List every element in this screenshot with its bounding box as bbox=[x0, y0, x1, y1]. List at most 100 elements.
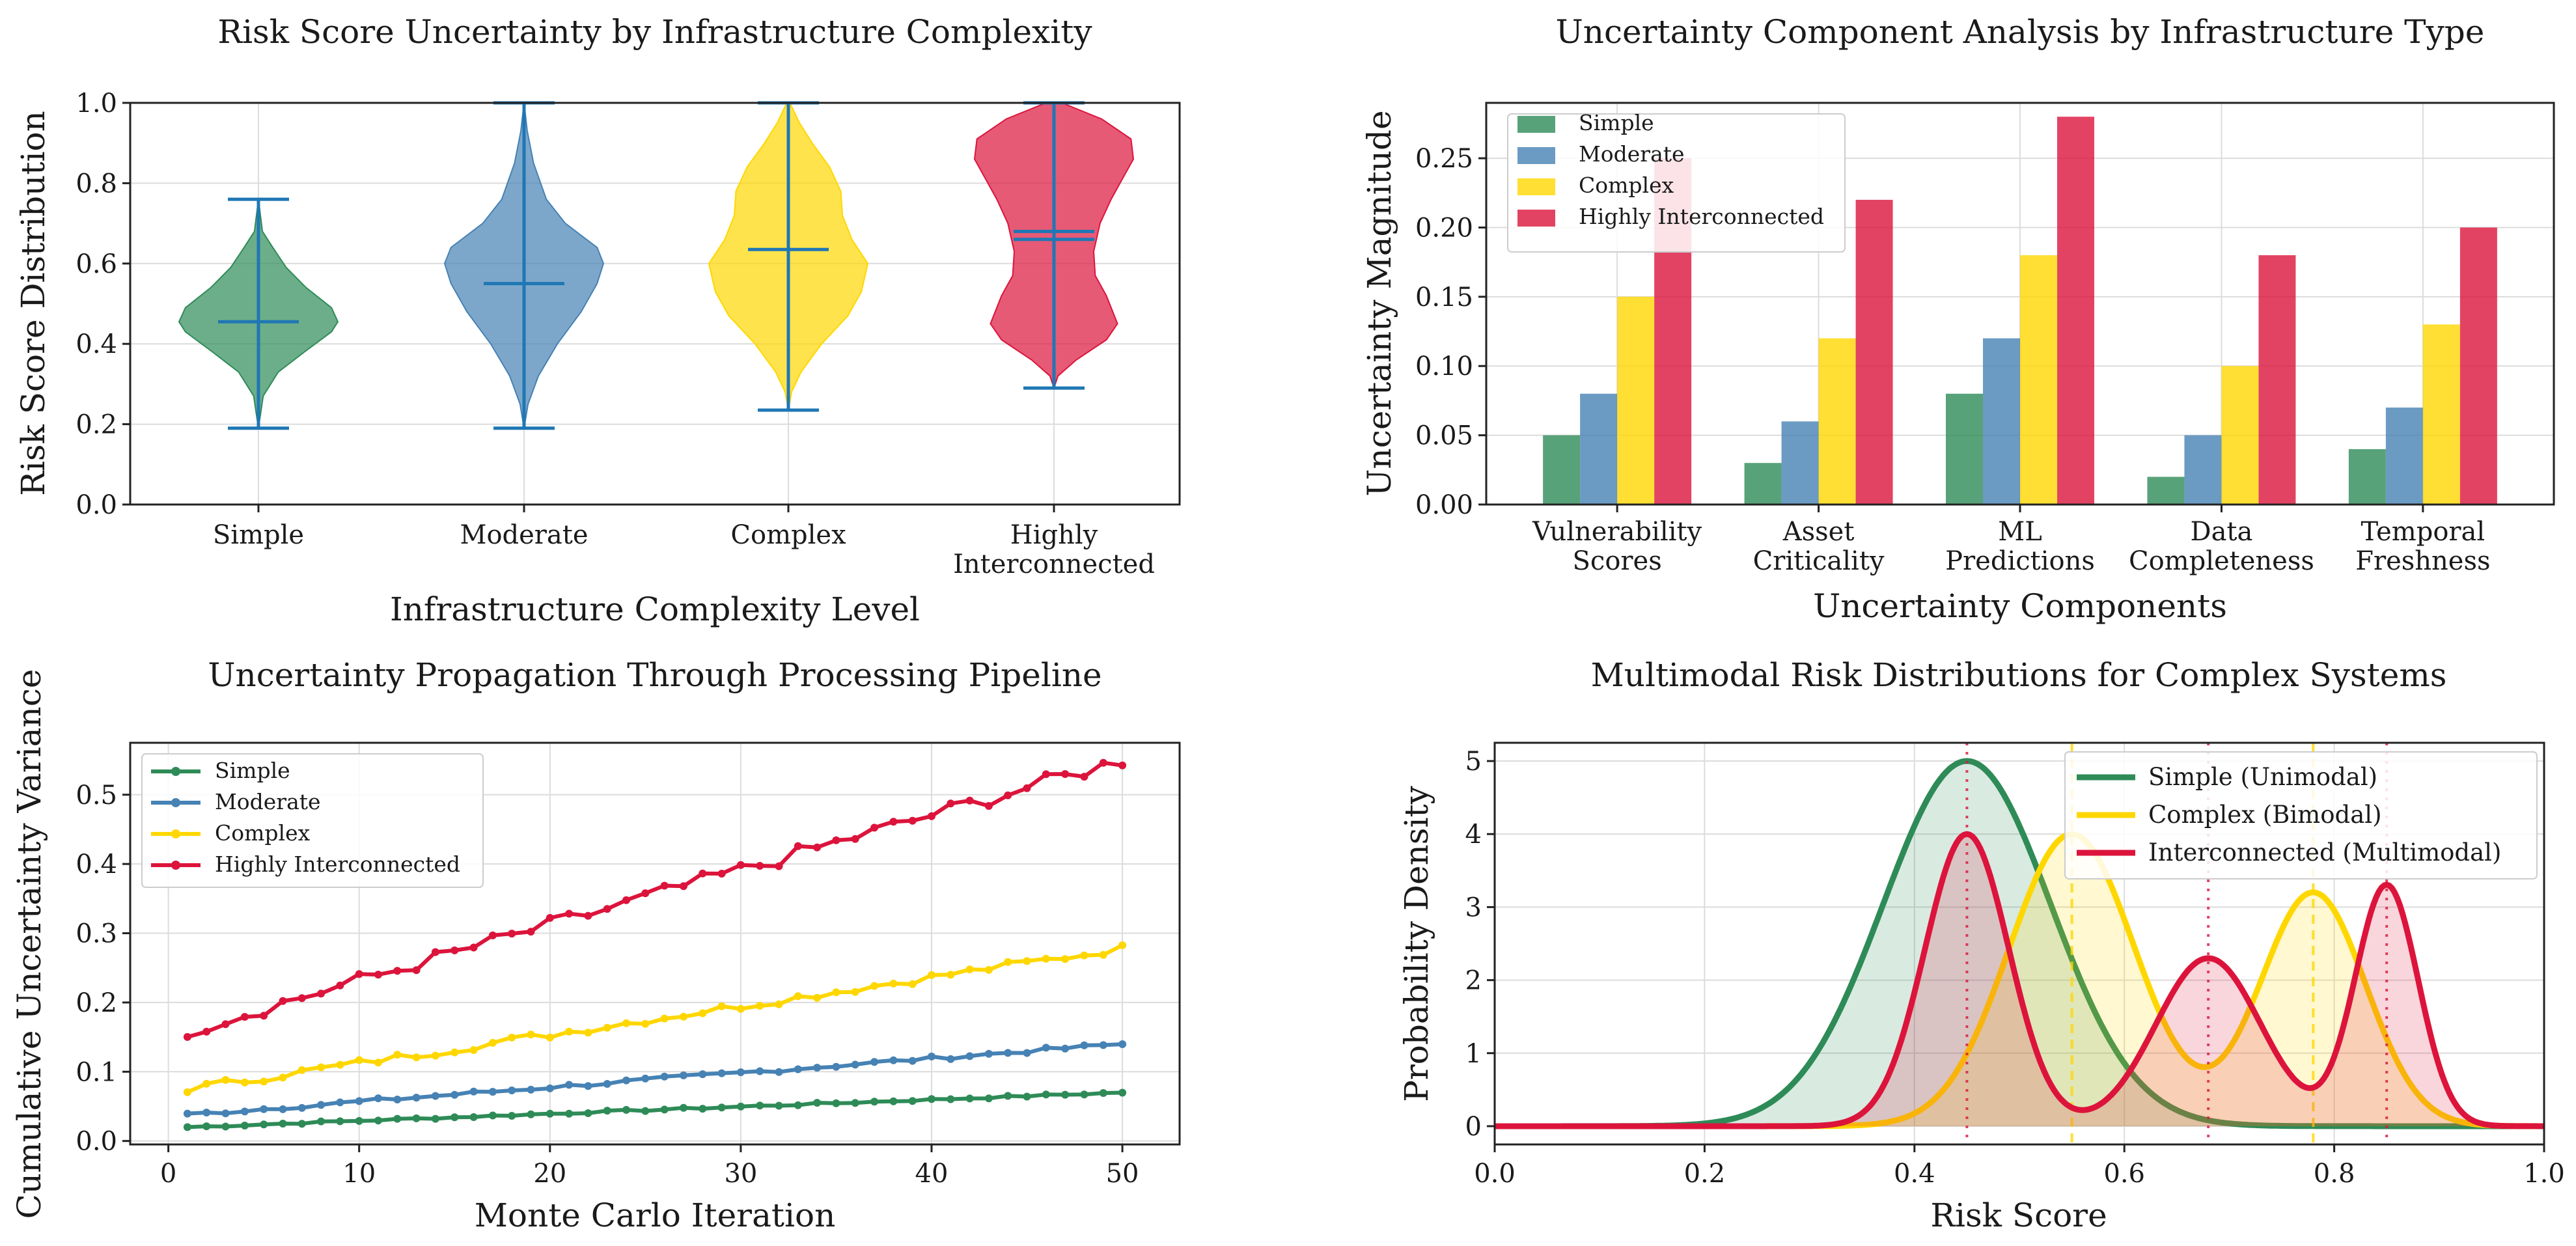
propagation-point-complex bbox=[450, 1048, 459, 1057]
bar-simple bbox=[1946, 393, 1983, 505]
bar-xlabel: Uncertainty Components bbox=[1813, 587, 2227, 625]
propagation-point-moderate bbox=[221, 1109, 230, 1118]
bar-panel: Uncertainty Component Analysis by Infras… bbox=[1361, 13, 2555, 625]
bar-title: Uncertainty Component Analysis by Infras… bbox=[1556, 13, 2485, 51]
propagation-point-highly-interconnected bbox=[565, 909, 574, 918]
propagation-point-highly-interconnected bbox=[965, 796, 974, 805]
propagation-point-simple bbox=[546, 1109, 554, 1118]
propagation-point-simple bbox=[508, 1112, 516, 1120]
propagation-point-moderate bbox=[1099, 1041, 1107, 1049]
density-xtick-label: 0.0 bbox=[1474, 1159, 1516, 1189]
propagation-point-highly-interconnected bbox=[832, 836, 840, 844]
propagation-point-complex bbox=[336, 1060, 344, 1069]
violin-xtick-label: Simple bbox=[213, 520, 304, 550]
bar-xtick-line: Criticality bbox=[1753, 546, 1885, 576]
propagation-point-simple bbox=[298, 1120, 306, 1128]
bar-xtick-label: Asset Criticality bbox=[1753, 517, 1885, 576]
bar-ytick-label: 0.00 bbox=[1415, 490, 1473, 520]
propagation-point-moderate bbox=[641, 1074, 650, 1083]
density-xtick-label: 0.4 bbox=[1894, 1159, 1935, 1189]
propagation-point-simple bbox=[183, 1123, 191, 1131]
propagation-point-simple bbox=[412, 1114, 421, 1122]
propagation-point-complex bbox=[1099, 950, 1107, 959]
propagation-point-complex bbox=[221, 1075, 230, 1084]
propagation-point-moderate bbox=[202, 1109, 211, 1116]
bar-legend-swatch bbox=[1517, 147, 1555, 164]
propagation-point-moderate bbox=[680, 1071, 687, 1079]
density-legend-label: Interconnected (Multimodal) bbox=[2148, 838, 2501, 866]
propagation-point-complex bbox=[699, 1009, 707, 1018]
propagation-point-moderate bbox=[908, 1057, 917, 1065]
propagation-point-complex bbox=[488, 1038, 497, 1047]
bar-complex bbox=[1818, 338, 1856, 505]
bar-moderate bbox=[1781, 421, 1819, 505]
propagation-point-simple bbox=[317, 1117, 325, 1126]
propagation-point-complex bbox=[947, 971, 955, 979]
propagation-point-simple bbox=[870, 1098, 879, 1106]
propagation-point-highly-interconnected bbox=[794, 842, 802, 850]
propagation-point-simple bbox=[813, 1099, 822, 1107]
density-legend: Simple (Unimodal) Complex (Bimodal) Interc… bbox=[2064, 751, 2538, 879]
propagation-point-simple bbox=[260, 1120, 268, 1129]
propagation-point-highly-interconnected bbox=[699, 869, 707, 878]
propagation-point-moderate bbox=[756, 1067, 764, 1075]
propagation-point-complex bbox=[870, 982, 879, 990]
propagation-legend-marker bbox=[171, 861, 180, 870]
propagation-legend-box bbox=[141, 753, 484, 888]
propagation-point-simple bbox=[622, 1105, 630, 1114]
propagation-axes-frame bbox=[129, 741, 1181, 1146]
propagation-point-moderate bbox=[965, 1052, 974, 1060]
propagation-point-highly-interconnected bbox=[508, 930, 516, 938]
propagation-point-simple bbox=[374, 1116, 382, 1125]
propagation-point-complex bbox=[355, 1056, 363, 1064]
propagation-point-simple bbox=[1023, 1092, 1031, 1101]
density-ytick-label: 3 bbox=[1465, 893, 1482, 922]
propagation-point-simple bbox=[775, 1101, 783, 1110]
density-xtick-label: 0.6 bbox=[2103, 1159, 2145, 1189]
propagation-point-moderate bbox=[813, 1064, 822, 1072]
propagation-point-simple bbox=[660, 1105, 669, 1114]
propagation-ytick-label: 0.1 bbox=[76, 1057, 117, 1087]
propagation-legend-label: Complex bbox=[215, 820, 311, 846]
propagation-point-simple bbox=[393, 1114, 402, 1123]
bar-simple bbox=[1543, 435, 1581, 505]
propagation-legend-label: Simple bbox=[215, 758, 290, 783]
propagation-point-complex bbox=[603, 1023, 611, 1032]
propagation-point-moderate bbox=[393, 1096, 402, 1103]
propagation-point-moderate bbox=[660, 1072, 669, 1081]
propagation-point-moderate bbox=[832, 1062, 840, 1071]
propagation-point-highly-interconnected bbox=[603, 905, 611, 913]
propagation-point-complex bbox=[1004, 958, 1012, 966]
propagation-point-complex bbox=[680, 1012, 687, 1021]
bar-legend-entries: Simple Moderate Complex Highly Interconnect… bbox=[1517, 110, 1824, 229]
propagation-point-highly-interconnected bbox=[412, 966, 421, 975]
bar-xtick-line: Freshness bbox=[2355, 546, 2490, 576]
propagation-point-complex bbox=[756, 1002, 764, 1010]
bar-complex bbox=[2422, 324, 2460, 505]
propagation-point-simple bbox=[717, 1103, 726, 1112]
propagation-point-highly-interconnected bbox=[851, 835, 859, 843]
propagation-point-highly-interconnected bbox=[717, 870, 726, 878]
bar-legend-label: Complex bbox=[1579, 173, 1674, 198]
propagation-point-simple bbox=[488, 1111, 497, 1120]
propagation-point-moderate bbox=[355, 1097, 363, 1105]
propagation-point-highly-interconnected bbox=[469, 943, 478, 952]
propagation-title: Uncertainty Propagation Through Processi… bbox=[208, 656, 1101, 694]
propagation-point-simple bbox=[1080, 1090, 1088, 1099]
violin-xtick-line: Complex bbox=[730, 520, 846, 550]
propagation-point-highly-interconnected bbox=[1080, 773, 1088, 781]
bar-highly-interconnected bbox=[2258, 255, 2296, 505]
density-ytick-label: 1 bbox=[1465, 1039, 1482, 1069]
density-ylabel: Probability Density bbox=[1398, 785, 1435, 1101]
propagation-point-highly-interconnected bbox=[450, 946, 459, 954]
propagation-point-moderate bbox=[736, 1068, 745, 1077]
propagation-point-simple bbox=[221, 1122, 230, 1131]
propagation-point-simple bbox=[1061, 1090, 1070, 1099]
density-legend-label: Complex (Bimodal) bbox=[2148, 801, 2382, 829]
propagation-point-complex bbox=[736, 1004, 745, 1013]
propagation-point-complex bbox=[889, 979, 898, 988]
propagation-point-moderate bbox=[412, 1094, 421, 1102]
propagation-point-simple bbox=[851, 1099, 859, 1107]
propagation-point-highly-interconnected bbox=[908, 816, 917, 825]
propagation-point-highly-interconnected bbox=[584, 911, 592, 920]
